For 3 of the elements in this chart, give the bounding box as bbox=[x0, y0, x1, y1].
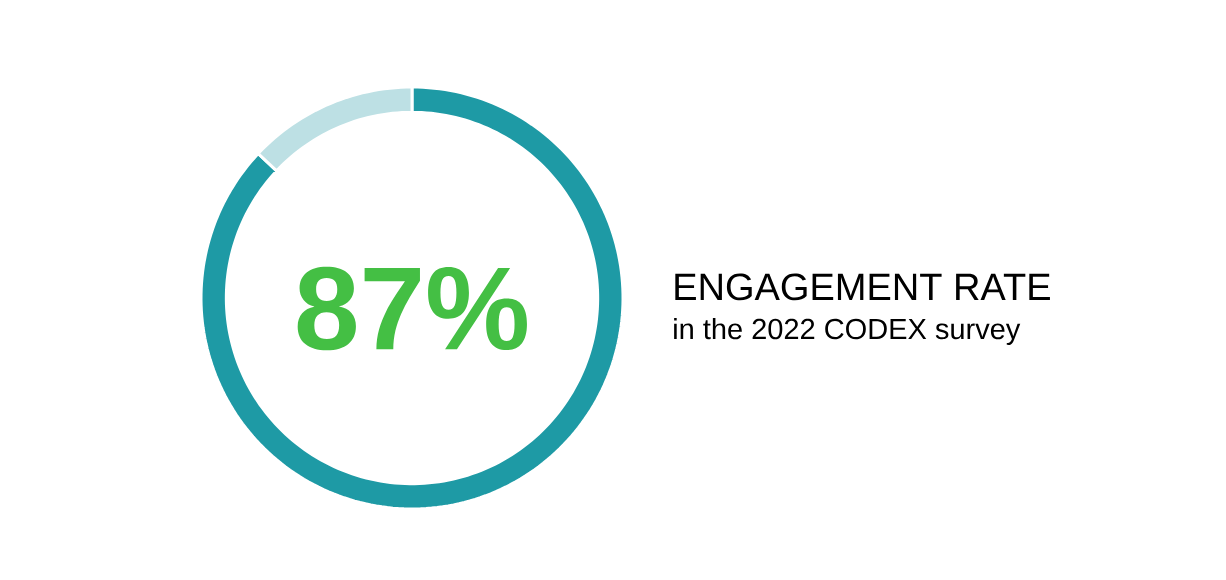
text: in the 2022 CODEX survey bbox=[674, 317, 1021, 346]
text: ENGAGEMENT RATE bbox=[675, 273, 1050, 301]
data-label: 87% bbox=[297, 266, 527, 351]
